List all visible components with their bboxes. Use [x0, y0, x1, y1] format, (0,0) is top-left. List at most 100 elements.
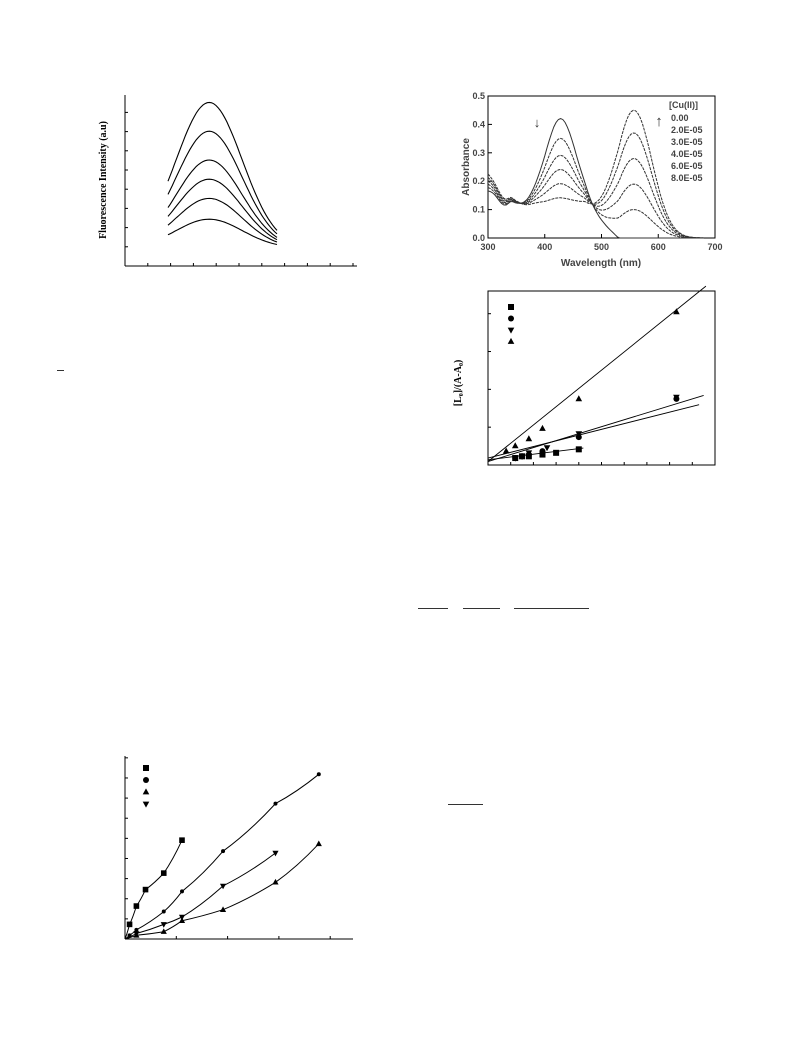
legend-marker [508, 304, 514, 310]
data-point [673, 394, 680, 401]
data-point [315, 840, 322, 847]
data-point [221, 849, 226, 854]
benesi-legend [507, 304, 515, 344]
data-point [539, 424, 546, 431]
y-tick-label: 0.3 [472, 148, 485, 158]
fit-line [487, 285, 707, 462]
fraction-bar [448, 804, 483, 805]
kinetics-curves [124, 773, 320, 940]
y-tick-label: 0.4 [472, 119, 485, 129]
data-point [133, 903, 140, 909]
legend-marker [143, 777, 149, 783]
data-point [127, 933, 132, 938]
data-point [575, 446, 582, 453]
data-point [575, 395, 583, 402]
fraction-bar [463, 608, 500, 609]
kinetics-ticks [125, 757, 331, 940]
data-point [133, 931, 140, 938]
data-point [219, 906, 227, 912]
fluorescence-curves [167, 101, 278, 246]
legend-marker [142, 788, 150, 795]
fluorescence-curve [167, 101, 278, 231]
legend-entry: 3.0E-05 [671, 137, 703, 147]
absorbance-series-line [487, 154, 704, 239]
absorbance-xlabel: Wavelength (nm) [561, 258, 641, 269]
absorbance-ticks: 300 400 500 600 700 0.0 0.1 0.2 0.3 0.4 0.5 [472, 91, 722, 252]
fluorescence-curve [167, 130, 278, 235]
data-point [160, 870, 167, 876]
data-point [525, 435, 533, 442]
down-arrow-annotation: ↓ [534, 115, 541, 130]
x-tick-label: 300 [480, 242, 495, 252]
data-point [673, 308, 680, 315]
legend-marker [142, 801, 150, 808]
absorbance-curves [487, 109, 704, 239]
absorbance-series-line [487, 132, 704, 239]
up-arrow-annotation: ↑ [655, 113, 663, 130]
legend-marker [507, 327, 515, 334]
data-point [219, 883, 227, 890]
data-point [539, 448, 546, 455]
x-tick-label: 700 [707, 242, 722, 252]
x-tick-label: 500 [594, 242, 609, 252]
legend-marker [508, 315, 514, 322]
fit-curve [124, 843, 320, 940]
fit-curve [124, 839, 183, 940]
y-tick-label: 0.2 [472, 176, 485, 186]
data-point [126, 921, 133, 928]
fluorescence-x-ticks [124, 263, 354, 266]
fit-curve [124, 773, 320, 940]
benesi-ticks [488, 313, 693, 465]
legend-marker [507, 337, 515, 344]
legend-entry: 6.0E-05 [671, 161, 703, 171]
fit-line [487, 404, 700, 459]
fluorescence-curve [167, 218, 278, 246]
kinetics-axes [124, 756, 353, 940]
dash-mark [57, 370, 64, 371]
fluorescence-curve [167, 197, 278, 243]
data-point [142, 886, 149, 893]
benesi-frame [487, 290, 716, 466]
absorbance-series-line [487, 118, 704, 239]
data-point [502, 447, 510, 454]
fraction-bar [418, 608, 448, 609]
legend-entry: 8.0E-05 [671, 173, 703, 183]
legend-title: [Cu(II)] [669, 100, 698, 110]
data-point [272, 850, 279, 857]
absorbance-plot: 300 400 500 600 700 0.0 0.1 0.2 0.3 0.4 0.5 Absorb… [461, 91, 723, 269]
legend-marker [143, 765, 149, 771]
data-point [161, 909, 166, 914]
absorbance-series-line [487, 109, 704, 239]
data-point [518, 453, 526, 460]
data-point [511, 442, 519, 449]
data-point [553, 449, 560, 456]
legend-entry: 4.0E-05 [671, 149, 703, 159]
benesi-fit-lines [487, 285, 707, 462]
data-point [575, 431, 583, 438]
x-tick-label: 600 [651, 242, 666, 252]
kinetics-legend [142, 765, 150, 808]
absorbance-legend: [Cu(II)] 0.00 2.0E-05 3.0E-05 4.0E-05 6.… [669, 100, 703, 183]
data-point [511, 455, 519, 462]
data-point [160, 922, 167, 928]
data-point [160, 928, 167, 934]
fluorescence-curve [167, 159, 278, 238]
absorbance-series-line [487, 157, 704, 239]
data-point [179, 837, 185, 843]
kinetics-points [126, 772, 322, 938]
benesi-plot: [L₀]/(A-A₀) [453, 285, 716, 466]
absorbance-series-line [487, 137, 704, 239]
data-point [273, 801, 278, 806]
data-point [272, 878, 279, 885]
legend-entry: 2.0E-05 [671, 125, 703, 135]
y-tick-label: 0.5 [472, 91, 485, 101]
absorbance-ylabel: Absorbance [461, 138, 472, 196]
fluorescence-ylabel: Fluorescence Intensity (a.u) [98, 121, 109, 239]
legend-entry: 0.00 [671, 113, 689, 123]
fluorescence-curve [167, 178, 278, 241]
fluorescence-axes [124, 95, 357, 267]
fit-curve [124, 852, 276, 940]
kinetics-plot [124, 756, 353, 940]
benesi-points [502, 308, 680, 462]
data-point [316, 772, 321, 777]
